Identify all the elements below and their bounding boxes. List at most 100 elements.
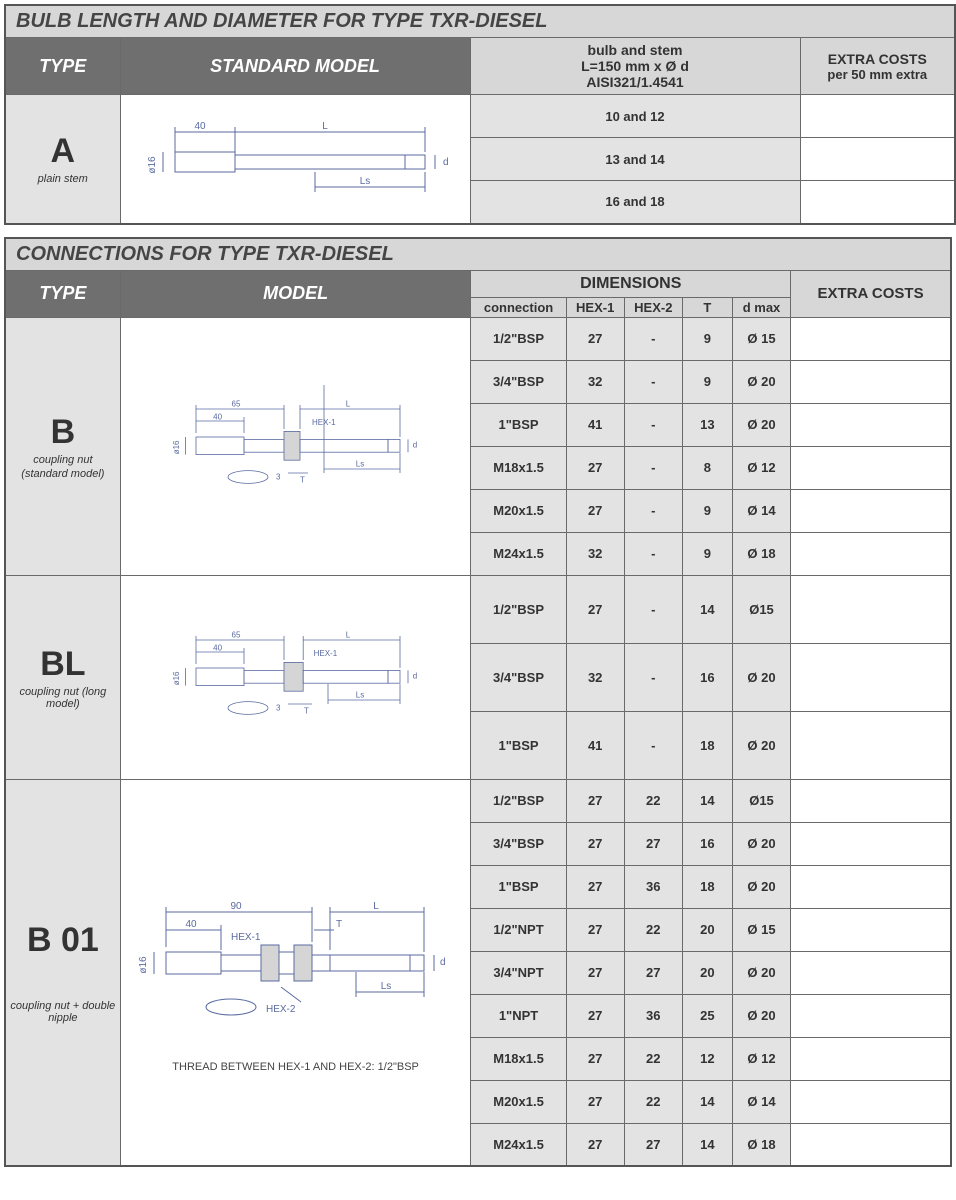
type-B-note2: (standard model) bbox=[6, 468, 120, 480]
svg-text:HEX-1: HEX-1 bbox=[312, 418, 336, 427]
table-cell: 9 bbox=[682, 489, 732, 532]
svg-text:90: 90 bbox=[230, 901, 242, 912]
table-cell: 32 bbox=[566, 360, 624, 403]
table-cell: Ø 12 bbox=[732, 1037, 790, 1080]
table-cell: Ø 15 bbox=[732, 908, 790, 951]
type-B-code: B bbox=[6, 413, 120, 452]
table-cell: M18x1.5 bbox=[471, 1037, 566, 1080]
svg-text:d: d bbox=[443, 157, 449, 168]
svg-text:ø16: ø16 bbox=[172, 670, 181, 684]
hdr2-model: MODEL bbox=[120, 270, 471, 317]
table-cell: - bbox=[624, 360, 682, 403]
type-A-code: A bbox=[6, 132, 120, 171]
svg-text:3: 3 bbox=[276, 703, 281, 712]
table-cell: 27 bbox=[566, 446, 624, 489]
col-dmax: d max bbox=[732, 297, 790, 317]
table-cell: - bbox=[624, 711, 682, 779]
table-cell bbox=[791, 711, 951, 779]
svg-text:d: d bbox=[440, 957, 446, 968]
type-BL-note1: coupling nut (long model) bbox=[6, 686, 120, 710]
table-cell: 27 bbox=[566, 865, 624, 908]
hdr2-type: TYPE bbox=[5, 270, 120, 317]
svg-text:HEX-1: HEX-1 bbox=[313, 649, 337, 658]
table-cell: 41 bbox=[566, 403, 624, 446]
svg-text:65: 65 bbox=[231, 399, 240, 408]
table-cell: 27 bbox=[624, 951, 682, 994]
col-T: T bbox=[682, 297, 732, 317]
table-cell: 27 bbox=[566, 575, 624, 643]
diagram-BL: 65 40 L Ls HEX-1 3 T ø16 d bbox=[120, 575, 471, 779]
svg-text:L: L bbox=[345, 399, 350, 408]
hdr-extra-l1: EXTRA COSTS bbox=[805, 51, 951, 67]
B-r0-t: 9 bbox=[682, 317, 732, 360]
table-cell: - bbox=[624, 575, 682, 643]
hdr-standard-model: STANDARD MODEL bbox=[120, 38, 470, 95]
table-cell: 22 bbox=[624, 1037, 682, 1080]
svg-text:40: 40 bbox=[194, 121, 206, 132]
table-cell: 27 bbox=[566, 908, 624, 951]
col-hex2: HEX-2 bbox=[624, 297, 682, 317]
table-cell: 3/4"BSP bbox=[471, 643, 566, 711]
diagram-B-svg: 65 40 L Ls HEX-1 3 T ø16 d bbox=[136, 385, 456, 505]
col-hex1: HEX-1 bbox=[566, 297, 624, 317]
table-cell: 13 bbox=[682, 403, 732, 446]
table-cell: 36 bbox=[624, 994, 682, 1037]
svg-text:40: 40 bbox=[185, 919, 197, 930]
table-cell: 36 bbox=[624, 865, 682, 908]
table-cell: 12 bbox=[682, 1037, 732, 1080]
svg-text:d: d bbox=[412, 440, 416, 449]
table-cell bbox=[791, 360, 951, 403]
type-BL-cell: BL coupling nut (long model) bbox=[5, 575, 120, 779]
table-cell: 14 bbox=[682, 1123, 732, 1166]
table-cell: 32 bbox=[566, 532, 624, 575]
table-cell: 27 bbox=[566, 779, 624, 822]
hdr-extra-costs: EXTRA COSTS per 50 mm extra bbox=[800, 38, 955, 95]
table-cell: 1/2"BSP bbox=[471, 575, 566, 643]
svg-text:HEX-2: HEX-2 bbox=[266, 1004, 296, 1015]
hdr-bulb-l3: AISI321/1.4541 bbox=[475, 74, 796, 90]
B-r0-h1: 27 bbox=[566, 317, 624, 360]
hdr2-extra: EXTRA COSTS bbox=[791, 270, 951, 317]
svg-text:3: 3 bbox=[276, 472, 281, 481]
table-cell: 14 bbox=[682, 1080, 732, 1123]
B-r0-extra bbox=[791, 317, 951, 360]
table-cell: Ø 20 bbox=[732, 711, 790, 779]
table-cell: 22 bbox=[624, 1080, 682, 1123]
type-A-cell: A plain stem bbox=[5, 95, 120, 224]
svg-text:L: L bbox=[373, 901, 379, 912]
table-cell: 3/4"BSP bbox=[471, 360, 566, 403]
table-cell: 27 bbox=[566, 1123, 624, 1166]
table-bulb-length: BULB LENGTH AND DIAMETER FOR TYPE TXR-DI… bbox=[4, 4, 956, 225]
table-cell: 25 bbox=[682, 994, 732, 1037]
svg-text:ø16: ø16 bbox=[147, 156, 158, 174]
table-cell: 1"BSP bbox=[471, 711, 566, 779]
svg-text:40: 40 bbox=[213, 412, 222, 421]
table-cell: 1"BSP bbox=[471, 403, 566, 446]
table-cell: 22 bbox=[624, 779, 682, 822]
table-cell: Ø 20 bbox=[732, 951, 790, 994]
t1-row1-extra bbox=[800, 138, 955, 181]
table-cell: - bbox=[624, 446, 682, 489]
table-cell bbox=[791, 403, 951, 446]
table-cell: - bbox=[624, 489, 682, 532]
type-B-note1: coupling nut bbox=[6, 454, 120, 466]
svg-text:65: 65 bbox=[231, 630, 240, 639]
table-cell: 16 bbox=[682, 822, 732, 865]
table-cell: 18 bbox=[682, 711, 732, 779]
t1-row1-d: 13 and 14 bbox=[470, 138, 800, 181]
table-cell: 16 bbox=[682, 643, 732, 711]
diagram-B01-svg: 90 40 L Ls HEX-1 HEX-2 T ø16 d bbox=[136, 872, 456, 1052]
table-cell bbox=[791, 994, 951, 1037]
table2-title-row: CONNECTIONS FOR TYPE TXR-DIESEL bbox=[5, 238, 951, 271]
table-cell bbox=[791, 643, 951, 711]
table-cell: Ø 12 bbox=[732, 446, 790, 489]
table-cell: Ø 20 bbox=[732, 643, 790, 711]
type-BL-code: BL bbox=[6, 645, 120, 684]
table-cell: 27 bbox=[624, 1123, 682, 1166]
svg-text:ø16: ø16 bbox=[172, 439, 181, 453]
table-cell: M20x1.5 bbox=[471, 489, 566, 532]
table-cell bbox=[791, 489, 951, 532]
table-cell: 9 bbox=[682, 532, 732, 575]
table-cell: Ø 18 bbox=[732, 532, 790, 575]
t1-row2-d: 16 and 18 bbox=[470, 181, 800, 224]
